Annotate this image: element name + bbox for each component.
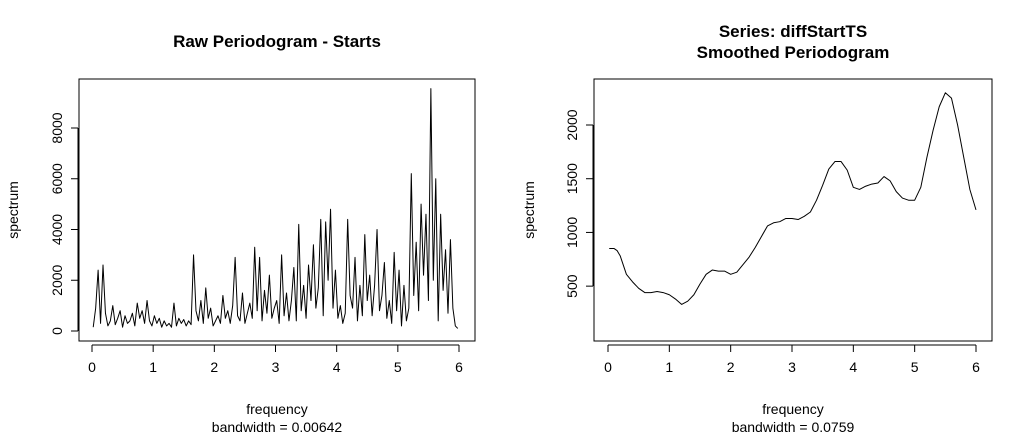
right-x-tick-label: 1	[665, 359, 673, 375]
left-x-tick-label: 2	[210, 359, 218, 375]
right-y-tick-label: 2000	[564, 109, 580, 140]
left-x-tick-label: 0	[88, 359, 96, 375]
right-x-tick-label: 3	[788, 359, 796, 375]
right-y-tick-label: 500	[564, 274, 580, 298]
left-x-tick-label: 4	[333, 359, 341, 375]
left-y-tick-label: 0	[49, 327, 65, 335]
right-x-tick-label: 6	[972, 359, 980, 375]
left-y-axis: 0 2000 4000 6000 8000	[49, 112, 79, 335]
right-y-axis: 500 1000 1500 2000	[564, 109, 594, 298]
left-y-tick-label: 8000	[49, 112, 65, 143]
left-panel: Raw Periodogram - Starts 0 1 2 3 4 5 6 0 2000 40…	[5, 32, 476, 435]
right-plot-frame	[593, 78, 993, 342]
right-xlabel: frequency	[762, 401, 823, 417]
right-y-tick-label: 1500	[564, 163, 580, 194]
left-x-axis: 0 1 2 3 4 5 6	[88, 344, 463, 375]
right-x-axis: 0 1 2 3 4 5 6	[604, 344, 980, 375]
left-y-tick-label: 2000	[49, 264, 65, 295]
left-x-tick-label: 6	[455, 359, 463, 375]
left-x-tick-label: 1	[149, 359, 157, 375]
left-y-tick-label: 4000	[49, 214, 65, 245]
left-x-tick-label: 5	[394, 359, 402, 375]
right-subtitle: Smoothed Periodogram	[697, 43, 890, 62]
left-title: Raw Periodogram - Starts	[173, 32, 381, 51]
right-y-tick-label: 1000	[564, 217, 580, 248]
right-x-tick-label: 2	[727, 359, 735, 375]
right-x-tick-label: 4	[849, 359, 857, 375]
right-x-tick-label: 5	[911, 359, 919, 375]
left-ylabel: spectrum	[5, 181, 21, 239]
left-xlabel: frequency	[246, 401, 307, 417]
left-y-tick-label: 6000	[49, 163, 65, 194]
left-x-tick-label: 3	[272, 359, 280, 375]
right-series-line	[609, 92, 977, 305]
right-bandwidth-label: bandwidth = 0.0759	[732, 419, 855, 435]
right-x-tick-label: 0	[604, 359, 612, 375]
left-bandwidth-label: bandwidth = 0.00642	[212, 419, 343, 435]
right-panel: Series: diffStartTS Smoothed Periodogram…	[521, 22, 993, 435]
left-plot-frame	[78, 78, 476, 342]
right-ylabel: spectrum	[521, 181, 537, 239]
left-series-line	[92, 88, 459, 329]
right-title: Series: diffStartTS	[719, 22, 867, 41]
